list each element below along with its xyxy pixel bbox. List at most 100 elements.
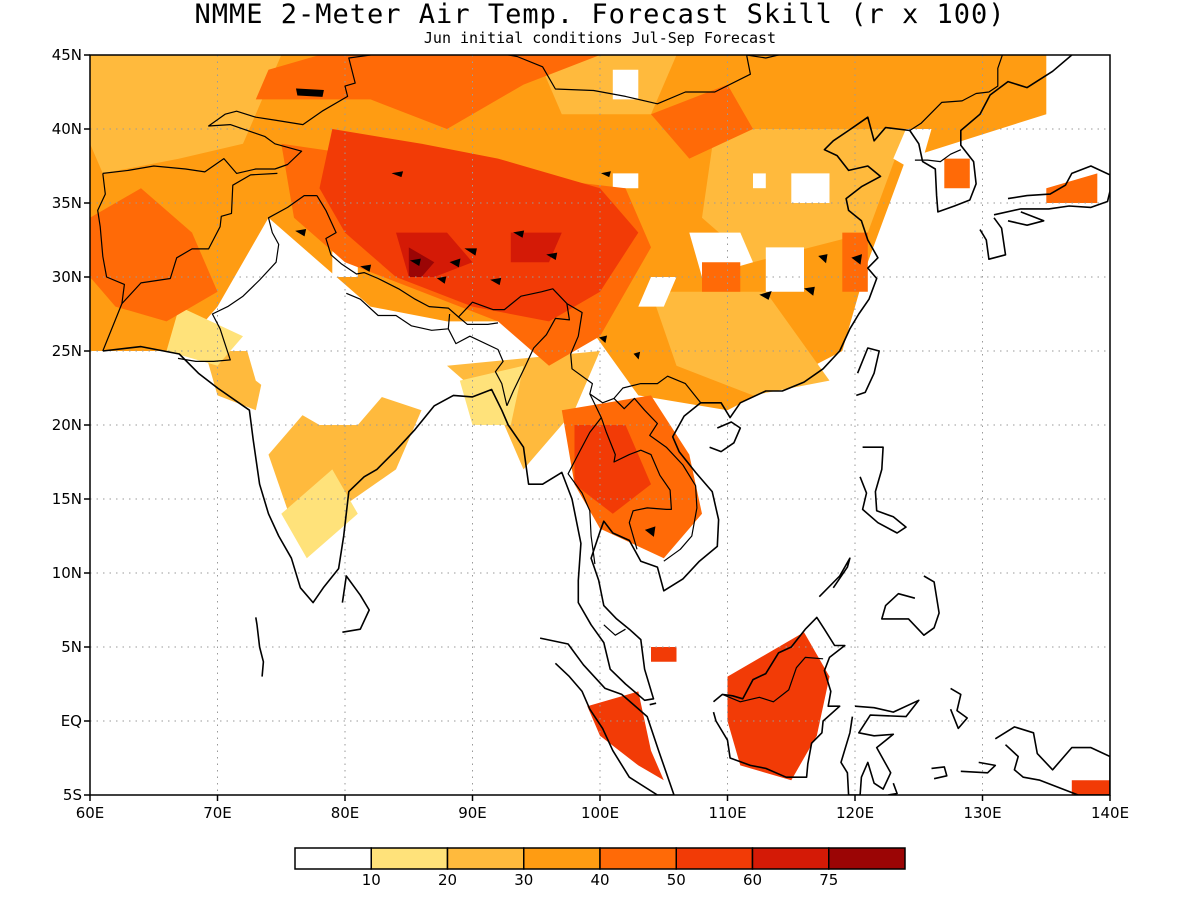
coastline xyxy=(994,726,1110,795)
skill-region-level-5 xyxy=(727,632,830,781)
skill-region-level-0 xyxy=(612,69,639,100)
lon-tick-label: 110E xyxy=(708,804,746,822)
country-border xyxy=(177,195,317,362)
country-border xyxy=(722,656,824,703)
country-border xyxy=(316,195,568,318)
skill-region-level-5 xyxy=(319,129,639,322)
coastline xyxy=(993,165,1110,216)
lon-tick-label: 140E xyxy=(1091,804,1129,822)
country-border xyxy=(121,172,278,305)
coastline xyxy=(102,55,1073,702)
country-border xyxy=(458,316,499,325)
country-border xyxy=(566,303,702,404)
coastline xyxy=(960,761,997,774)
lon-tick-label: 60E xyxy=(76,804,105,822)
country-border xyxy=(504,55,782,105)
coastline xyxy=(880,575,940,637)
skill-region-level-0 xyxy=(893,129,932,174)
coastline xyxy=(1007,211,1045,226)
skill-region-level-1 xyxy=(281,469,358,559)
colorbar-swatch xyxy=(599,847,677,870)
country-border xyxy=(97,173,126,352)
skill-region-level-5 xyxy=(651,647,677,662)
coastline xyxy=(712,616,846,779)
lat-tick-label: 25N xyxy=(52,342,82,360)
lat-tick-label: 35N xyxy=(52,194,82,212)
coastline xyxy=(341,575,371,633)
colorbar-swatch xyxy=(751,847,830,870)
lon-tick-label: 120E xyxy=(836,804,874,822)
coastline-layer xyxy=(97,55,1110,795)
country-border xyxy=(102,55,371,174)
colorbar-label: 20 xyxy=(438,871,457,889)
coastline xyxy=(949,687,969,730)
colorbar-swatch xyxy=(828,847,906,870)
colorbar-label: 30 xyxy=(514,871,533,889)
skill-region-level-0 xyxy=(753,173,766,189)
page-subtitle: Jun initial conditions Jul-Sep Forecast xyxy=(423,29,777,47)
lat-tick-label: 30N xyxy=(52,268,82,286)
colorbar-label: 60 xyxy=(743,871,762,889)
page-title: NMME 2-Meter Air Temp. Forecast Skill (r… xyxy=(194,0,1006,30)
country-border xyxy=(567,417,602,565)
skill-region-level-4 xyxy=(255,55,601,129)
skill-region-level-0 xyxy=(612,173,639,189)
lake-outline xyxy=(644,526,656,537)
lake-outline xyxy=(633,351,641,360)
coastline xyxy=(859,446,907,534)
country-border xyxy=(447,328,508,406)
colorbar-label: 75 xyxy=(819,871,838,889)
lake-outline xyxy=(490,277,502,286)
colorbar: 10 20 30 40 50 60 75 xyxy=(294,847,906,889)
colorbar-swatch xyxy=(675,847,754,870)
skill-region-level-2 xyxy=(536,55,677,115)
lake-outline xyxy=(804,286,815,296)
lake-outline xyxy=(449,258,461,268)
lake-outline xyxy=(391,171,404,178)
lake-outline xyxy=(360,264,372,272)
lat-tick-label: 20N xyxy=(52,416,82,434)
coastline xyxy=(818,557,851,598)
coastline xyxy=(840,699,920,795)
country-border xyxy=(506,303,571,407)
skill-region-level-4 xyxy=(842,232,868,292)
coastline xyxy=(255,617,265,677)
lat-tick-label: 5N xyxy=(61,638,82,656)
coastline xyxy=(649,702,657,706)
colorbar-label: 10 xyxy=(362,871,381,889)
lat-tick-label: 45N xyxy=(52,46,82,64)
lat-tick-label: EQ xyxy=(61,712,82,730)
lat-tick-label: 10N xyxy=(52,564,82,582)
lon-tick-label: 130E xyxy=(963,804,1001,822)
lat-tick-label: 15N xyxy=(52,490,82,508)
skill-region-level-4 xyxy=(1046,173,1098,203)
skill-region-level-1 xyxy=(166,306,243,366)
skill-region-level-5 xyxy=(574,425,651,514)
skill-region-level-0 xyxy=(791,173,830,203)
lake-outline xyxy=(295,88,324,97)
colorbar-label: 50 xyxy=(667,871,686,889)
lake-outline xyxy=(546,252,558,260)
lake-outline xyxy=(598,335,608,344)
skill-region-level-7 xyxy=(408,247,435,277)
skill-region-level-1 xyxy=(459,365,524,425)
colorbar-swatch xyxy=(294,847,372,870)
lon-tick-label: 80E xyxy=(331,804,360,822)
lake-outline xyxy=(436,276,447,284)
lake-outline xyxy=(759,291,772,300)
skill-region-level-2 xyxy=(90,55,282,174)
coastline xyxy=(856,347,881,397)
lake-outline xyxy=(464,248,477,256)
skill-region-level-4 xyxy=(90,188,218,322)
lake-outline xyxy=(295,228,307,237)
coastline xyxy=(709,421,742,453)
lake-outline xyxy=(409,258,421,266)
lat-tick-label: 5S xyxy=(63,786,82,804)
lake-outline xyxy=(513,230,525,238)
lake-outline xyxy=(851,254,863,265)
country-border xyxy=(914,149,962,163)
skill-region-level-5 xyxy=(587,691,664,781)
country-border xyxy=(346,292,451,331)
lake-outline xyxy=(818,254,828,264)
